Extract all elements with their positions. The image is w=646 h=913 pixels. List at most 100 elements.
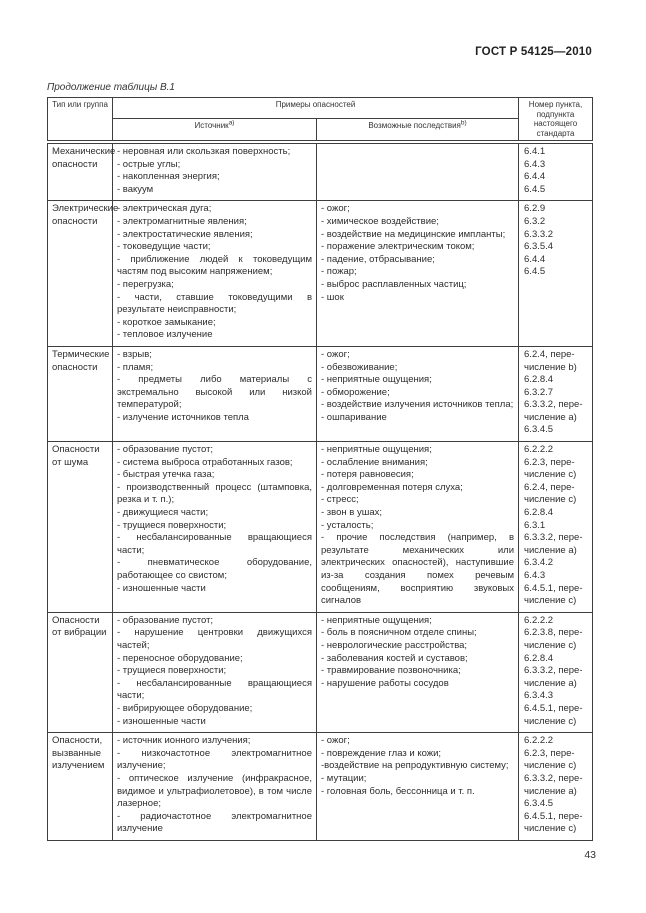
clause-ref: 6.2.8.4 (524, 652, 554, 664)
hazard-source-item: - трущиеся поверхности; (117, 665, 227, 677)
hazard-sources-cell: - электрическая дуга; - электромагнитные … (112, 200, 317, 347)
clause-ref: 6.4.5 (524, 266, 546, 278)
hazard-consequence-item: - потеря равновесия; (321, 469, 414, 481)
hazard-consequence-item: - ожог; (321, 348, 350, 360)
hazard-source-item: - несбалансированные вращающиеся части; (117, 677, 312, 702)
table-header: Тип или группа Примеры опасностей Номер … (47, 96, 594, 145)
clause-refs-cell: 6.2.2.2 6.2.3, пере-числение c) 6.2.4, пер… (518, 441, 594, 613)
clause-ref: 6.3.3.2, пере-числение a) (524, 399, 583, 423)
hazard-source-item: - образование пустот; (117, 614, 214, 626)
hazard-source-item: - перегрузка; (117, 278, 174, 290)
hazard-consequence-item: - травмирование позвоночника; (321, 665, 461, 677)
col-header-type-group: Тип или группа (47, 97, 113, 144)
hazard-source-item: - радиочастотное электромагнитное излуче… (117, 810, 312, 835)
clause-ref: 6.3.3.2, пере-числение a) (524, 665, 583, 689)
hazard-type-cell: Механические опасности (47, 141, 115, 202)
clause-ref: 6.2.9 (524, 203, 546, 215)
hazard-consequence-item: - химическое воздействие; (321, 215, 439, 227)
clause-ref: 6.2.3, пере-числение c) (524, 456, 577, 481)
hazard-source-item: - электростатические явления; (117, 228, 253, 240)
hazard-source-item: - короткое замыкание; (117, 316, 216, 328)
col-header-source: Источникa) (112, 118, 317, 145)
hazard-consequences-cell (315, 141, 520, 202)
clause-ref: 6.4.1 (524, 146, 546, 157)
hazard-consequence-item: - ожог; (321, 203, 350, 215)
clause-refs-cell: 6.2.2.2 6.2.3.8, пере-числение c) 6.2.8.4 6… (518, 611, 594, 734)
hazard-source-item: - система выброса отработанных газов; (117, 456, 293, 468)
clause-refs-cell: 6.2.4, пере-числение b) 6.2.8.4 6.3.2.7 6.3… (518, 345, 594, 443)
clause-ref: 6.4.3 (524, 570, 546, 581)
hazard-source-item: - острые углы; (117, 158, 181, 170)
hazard-consequence-item: - заболевания костей и суставов; (321, 652, 468, 664)
hazard-consequence-item: - обморожение; (321, 386, 390, 398)
hazard-consequence-item: -воздействие на репродуктивную систему; (321, 760, 509, 772)
clause-ref: 6.3.4.5 (524, 798, 554, 810)
hazard-source-item: - оптическое излучение (инфракрасное, ви… (117, 772, 312, 810)
table-body: Механические опасности - неровная или ско… (47, 141, 594, 841)
clause-ref: 6.2.8.4 (524, 374, 554, 386)
hazard-source-item: - изношенные части (117, 715, 206, 727)
clause-ref: 6.3.5.4 (524, 241, 554, 253)
hazard-source-item: - изношенные части (117, 582, 206, 594)
table-header-row-2: Источникa) Возможные последствияb) (48, 118, 593, 145)
hazard-consequence-item: - мутации; (321, 772, 367, 784)
clause-ref: 6.2.4, пере-числение b) (524, 348, 577, 373)
hazard-consequences-cell: - ожог; - химическое воздействие; - воздей… (315, 200, 520, 347)
hazard-source-item: - пламя; (117, 361, 154, 373)
clause-ref: 6.2.8.4 (524, 507, 554, 519)
col-header-consequences-label: Возможные последствия (368, 121, 461, 131)
hazards-table: Тип или группа Примеры опасностей Номер … (47, 96, 594, 841)
hazard-source-item: - электромагнитные явления; (117, 215, 247, 227)
table-header-row-1: Тип или группа Примеры опасностей Номер … (47, 96, 594, 144)
hazard-consequence-item: - неприятные ощущения; (321, 374, 432, 386)
hazard-source-item: - пневматическое оборудование, работающе… (117, 557, 312, 581)
hazard-consequence-item: - боль в поясничном отделе спины; (321, 627, 477, 639)
clause-refs-cell: 6.2.2.2 6.2.3, пере-числение c) 6.3.3.2, п… (518, 732, 594, 841)
hazard-source-item: - токоведущие части; (117, 241, 211, 253)
hazard-sources-cell: - источник ионного излучения; - низкочаст… (112, 732, 317, 841)
hazard-consequence-item: - ошпаривание (321, 411, 387, 423)
hazard-consequences-cell: - неприятные ощущения; - боль в пояснично… (315, 611, 520, 734)
hazard-type-cell: Термические опасности (47, 345, 113, 443)
hazard-type-cell: Электрические опасности (47, 200, 118, 347)
col-header-consequences: Возможные последствияb) (315, 118, 520, 145)
col-header-source-label: Источник (194, 121, 229, 131)
document-header: ГОСТ Р 54125—2010 (47, 46, 592, 58)
clause-ref: 6.3.1 (524, 519, 546, 531)
hazard-sources-cell: - образование пустот; - нарушение центров… (112, 611, 317, 734)
page-number: 43 (584, 849, 596, 861)
hazard-consequence-item: - ослабление внимания; (321, 456, 428, 468)
hazard-source-item: - приближение людей к токоведущим частям… (117, 253, 312, 278)
hazard-source-item: - вакуум (117, 183, 154, 195)
hazard-source-item: - накопленная энергия; (117, 171, 220, 183)
hazard-sources-cell: - неровная или скользкая поверхность; - о… (112, 141, 317, 202)
clause-ref: 6.4.4 (524, 171, 546, 183)
clause-ref: 6.3.4.5 (524, 424, 554, 436)
table-row: Опасности от вибрации - образование пусто… (47, 611, 594, 734)
hazard-consequence-item: - шок (321, 291, 344, 303)
hazard-type-cell: Опасности от шума (47, 441, 113, 613)
hazard-source-item: - тепловое излучение (117, 329, 213, 341)
clause-refs-cell: 6.4.1 6.4.3 6.4.4 6.4.5 (518, 141, 594, 202)
hazard-source-item: - взрыв; (117, 348, 152, 360)
clause-ref: 6.2.4, пере-числение c) (524, 481, 577, 506)
hazard-source-item: - трущиеся поверхности; (117, 519, 227, 531)
clause-ref: 6.4.4 (524, 253, 546, 265)
hazard-consequence-item: - неврологические расстройства; (321, 639, 468, 651)
hazard-source-item: - быстрая утечка газа; (117, 469, 215, 481)
clause-ref: 6.2.2.2 (524, 735, 554, 747)
clause-refs-cell: 6.2.9 6.3.2 6.3.3.2 6.3.5.4 6.4.4 6.4.5 (518, 200, 594, 347)
clause-ref: 6.3.2 (524, 215, 546, 227)
hazard-consequence-item: - ожог; (321, 735, 350, 747)
hazard-source-item: - переносное оборудование; (117, 652, 243, 664)
hazard-type-cell: Опасности от вибрации (47, 611, 113, 734)
hazard-consequence-item: - неприятные ощущения; (321, 444, 432, 456)
clause-ref: 6.2.2.2 (524, 614, 554, 626)
hazard-source-item: - нарушение центровки движущихся частей; (117, 627, 312, 651)
hazard-sources-cell: - образование пустот; - система выброса о… (112, 441, 317, 613)
table-row: Опасности, вызванные излучением - источни… (47, 732, 594, 841)
hazard-source-item: - излучение источников тепла (117, 411, 249, 423)
hazard-consequence-item: - обезвоживание; (321, 361, 398, 373)
hazard-source-item: - электрическая дуга; (117, 203, 212, 215)
